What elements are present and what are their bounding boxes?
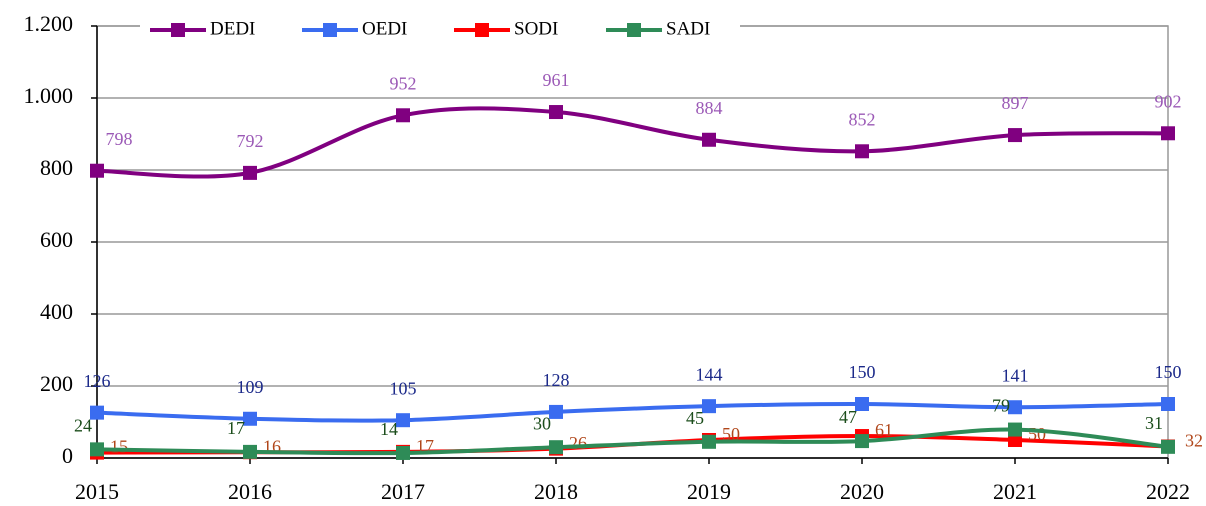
data-label: 31: [1145, 413, 1163, 433]
legend-label: SADI: [666, 18, 710, 39]
y-tick-label: 1.200: [24, 11, 74, 36]
point-marker: [1161, 439, 1175, 454]
point-marker: [855, 144, 869, 159]
point-marker: [1008, 400, 1022, 415]
data-label: 50: [722, 424, 740, 444]
data-label: 32: [1185, 431, 1203, 451]
data-label: 141: [1002, 365, 1029, 385]
data-label: 884: [696, 98, 723, 118]
data-label: 47: [839, 407, 857, 427]
point-marker: [396, 108, 410, 123]
point-marker: [90, 442, 104, 457]
data-label: 852: [849, 109, 876, 129]
data-label: 144: [696, 364, 723, 384]
data-label: 61: [875, 420, 893, 440]
x-tick-label: 2015: [75, 479, 119, 504]
point-marker: [243, 165, 257, 180]
data-label: 109: [237, 377, 264, 397]
y-tick-label: 200: [40, 371, 73, 396]
point-marker: [549, 440, 563, 455]
series-line: [96, 401, 1169, 423]
data-label: 14: [380, 419, 398, 439]
point-marker: [855, 434, 869, 449]
point-marker: [396, 445, 410, 460]
data-label: 897: [1002, 93, 1029, 113]
legend-marker: [475, 23, 489, 37]
series-line: [96, 106, 1169, 179]
data-label: 15: [110, 437, 128, 457]
x-tick-label: 2021: [993, 479, 1037, 504]
point-marker: [702, 434, 716, 449]
point-marker: [396, 413, 410, 428]
data-label: 17: [227, 418, 245, 438]
data-label: 128: [543, 370, 570, 390]
x-tick-label: 2022: [1146, 479, 1190, 504]
point-marker: [549, 105, 563, 120]
point-marker: [90, 405, 104, 420]
legend-marker: [323, 23, 337, 37]
point-marker: [1008, 422, 1022, 437]
data-label: 30: [533, 413, 551, 433]
y-tick-label: 800: [40, 155, 73, 180]
data-label: 26: [569, 433, 587, 453]
data-label: 792: [237, 131, 264, 151]
point-marker: [1008, 128, 1022, 143]
legend-label: DEDI: [210, 18, 255, 39]
data-label: 126: [84, 371, 111, 391]
point-marker: [243, 411, 257, 426]
point-marker: [702, 132, 716, 147]
y-tick-label: 600: [40, 227, 73, 252]
x-tick-label: 2019: [687, 479, 731, 504]
data-label: 952: [390, 73, 417, 93]
legend-label: OEDI: [362, 18, 407, 39]
y-tick-label: 1.000: [24, 83, 74, 108]
data-label: 45: [686, 408, 704, 428]
series-line: [96, 427, 1169, 456]
data-label: 961: [543, 70, 570, 90]
data-label: 798: [106, 129, 133, 149]
point-marker: [855, 397, 869, 411]
legend-marker: [627, 23, 641, 37]
point-marker: [243, 444, 257, 459]
data-label: 150: [1155, 362, 1182, 382]
point-marker: [702, 399, 716, 414]
x-tick-label: 2016: [228, 479, 272, 504]
x-tick-label: 2020: [840, 479, 884, 504]
data-label: 24: [74, 415, 92, 435]
point-marker: [549, 404, 563, 419]
y-tick-label: 0: [62, 443, 73, 468]
point-marker: [90, 163, 104, 178]
legend-marker: [171, 23, 185, 37]
data-label: 150: [849, 362, 876, 382]
x-tick-label: 2017: [381, 479, 425, 504]
y-tick-label: 400: [40, 299, 73, 324]
data-label: 902: [1155, 91, 1182, 111]
data-label: 50: [1028, 424, 1046, 444]
point-marker: [1161, 397, 1175, 411]
x-tick-label: 2018: [534, 479, 578, 504]
point-marker: [1161, 126, 1175, 141]
data-label: 79: [992, 396, 1010, 416]
data-label: 105: [390, 378, 417, 398]
legend-label: SODI: [514, 18, 558, 39]
